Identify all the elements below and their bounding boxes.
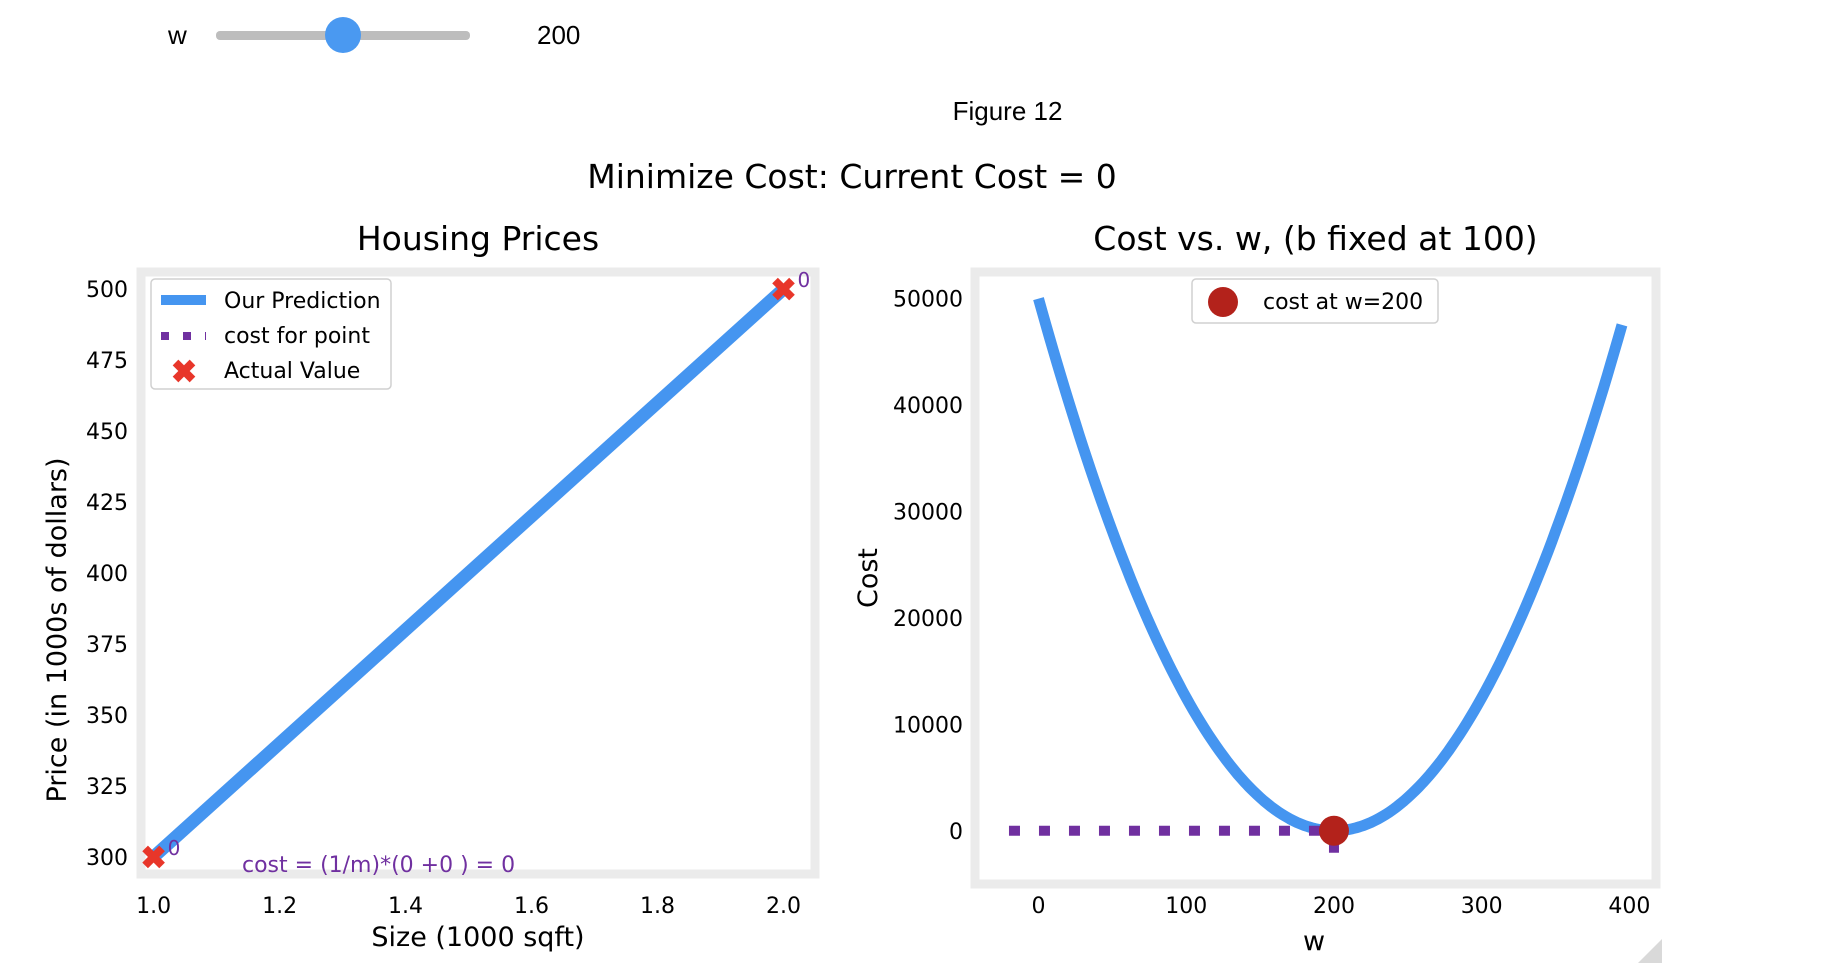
cost-x-tick-label: 100 [1165, 894, 1207, 919]
figure-canvas: Minimize Cost: Current Cost = 0 Housing P… [42, 157, 1661, 957]
cost-legend-box [1191, 278, 1439, 324]
housing-x-axis-label: Size (1000 sqft) [371, 922, 584, 953]
actual-value-marker-bar [142, 845, 165, 869]
suptitle: Minimize Cost: Current Cost = 0 [587, 157, 1117, 196]
actual-value-cost-label: 0 [798, 268, 811, 292]
cost-x-tick-label: 200 [1313, 894, 1355, 919]
housing-x-tick-label: 1.0 [136, 894, 171, 919]
w-slider-widget: w 200 [0, 0, 700, 72]
w-slider-value: 200 [537, 20, 581, 50]
housing-y-tick-label: 500 [86, 278, 128, 303]
housing-x-tick-label: 1.8 [640, 894, 675, 919]
housing-y-tick-label: 400 [86, 562, 128, 587]
cost-axes-frame [970, 267, 1661, 889]
legend-point-label: cost at w=200 [1263, 290, 1423, 315]
prediction-line [149, 284, 788, 862]
figure-label: Figure 12 [952, 96, 1063, 126]
housing-y-tick-label: 375 [86, 633, 128, 658]
housing-y-tick-label: 350 [86, 704, 128, 729]
actual-value-marker [772, 277, 795, 301]
cost-y-tick-label: 30000 [893, 500, 963, 525]
housing-x-tick-label: 1.4 [388, 894, 423, 919]
w-slider-thumb[interactable] [325, 17, 361, 53]
housing-legend-box [150, 278, 392, 390]
cost-y-tick-label: 20000 [893, 607, 963, 632]
cost-x-axis-label: w [1303, 926, 1325, 957]
actual-value-marker-bar [772, 277, 795, 301]
legend-point-swatch [1208, 287, 1238, 317]
housing-y-axis-label: Price (in 1000s of dollars) [42, 457, 73, 802]
w-slider-label: w [168, 20, 187, 50]
cost-chart-title: Cost vs. w, (b fixed at 100) [1093, 219, 1537, 258]
resize-handle[interactable] [1638, 939, 1662, 963]
cost-marker-tail [1328, 841, 1339, 853]
legend-actual-label: Actual Value [224, 359, 360, 384]
cost-y-tick-label: 0 [949, 820, 963, 845]
legend-actual-swatch [172, 359, 196, 383]
legend-cost-label: cost for point [224, 324, 370, 349]
actual-value-cost-label: 0 [168, 836, 181, 860]
housing-y-tick-label: 325 [86, 775, 128, 800]
housing-y-tick-label: 425 [86, 491, 128, 516]
cost-y-tick-label: 10000 [893, 713, 963, 738]
cost-x-tick-label: 400 [1608, 894, 1650, 919]
housing-y-tick-label: 450 [86, 420, 128, 445]
actual-value-marker [142, 845, 165, 869]
cost-y-tick-label: 40000 [893, 394, 963, 419]
housing-x-tick-label: 1.2 [262, 894, 297, 919]
housing-y-tick-label: 475 [86, 349, 128, 374]
housing-cost-text: cost = (1/m)*(0 +0 ) = 0 [242, 853, 515, 878]
housing-x-tick-label: 2.0 [766, 894, 801, 919]
cost-y-tick-label: 50000 [893, 288, 963, 313]
housing-y-tick-label: 300 [86, 846, 128, 871]
current-cost-point [1318, 815, 1349, 846]
housing-x-tick-label: 1.6 [514, 894, 549, 919]
housing-chart-title: Housing Prices [357, 219, 599, 258]
legend-prediction-label: Our Prediction [224, 289, 381, 314]
cost-x-tick-label: 0 [1032, 894, 1046, 919]
legend-actual-swatch-bar [172, 359, 196, 383]
cost-y-axis-label: Cost [853, 548, 884, 608]
cost-x-tick-label: 300 [1461, 894, 1503, 919]
